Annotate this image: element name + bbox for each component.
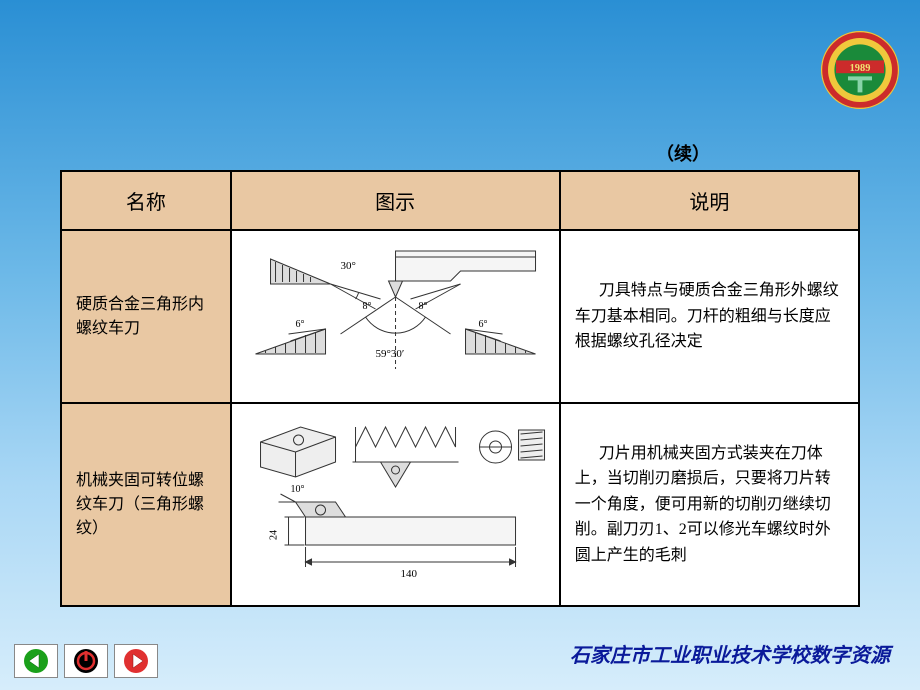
nav-buttons — [14, 644, 158, 678]
continued-label: （续） — [60, 140, 860, 166]
angle-6r: 6° — [478, 319, 487, 330]
angle-8r: 8° — [418, 301, 427, 312]
table-row: 机械夹固可转位螺纹车刀（三角形螺纹） — [61, 403, 859, 606]
tool-table: 名称 图示 说明 硬质合金三角形内螺纹车刀 — [60, 170, 860, 607]
header-desc: 说明 — [560, 171, 859, 230]
row2-diagram: 10° 24 140 — [231, 403, 560, 606]
dim-140: 140 — [400, 568, 417, 580]
row1-diagram: 30° 8° 8° 6° 6° 59°30′ — [231, 230, 560, 403]
dim-24: 24 — [268, 530, 279, 540]
row1-name: 硬质合金三角形内螺纹车刀 — [61, 230, 231, 403]
school-logo: 1989 — [820, 30, 900, 110]
power-button[interactable] — [64, 644, 108, 678]
angle-8l: 8° — [362, 301, 371, 312]
footer-text: 石家庄市工业职业技术学校数字资源 — [570, 639, 890, 668]
header-name: 名称 — [61, 171, 231, 230]
main-content: （续） 名称 图示 说明 硬质合金三角形内螺纹车刀 — [60, 140, 860, 607]
angle-10: 10° — [290, 484, 304, 495]
forward-button[interactable] — [114, 644, 158, 678]
angle-30: 30° — [340, 260, 355, 272]
angle-59: 59°30′ — [375, 348, 404, 360]
row2-desc: 刀片用机械夹固方式装夹在刀体上，当切削刃磨损后，只要将刀片转一个角度，便可用新的… — [560, 403, 859, 606]
row2-name: 机械夹固可转位螺纹车刀（三角形螺纹） — [61, 403, 231, 606]
table-row: 硬质合金三角形内螺纹车刀 — [61, 230, 859, 403]
svg-text:1989: 1989 — [850, 63, 871, 74]
row1-desc: 刀具特点与硬质合金三角形外螺纹车刀基本相同。刀杆的粗细与长度应根据螺纹孔径决定 — [560, 230, 859, 403]
back-button[interactable] — [14, 644, 58, 678]
angle-6l: 6° — [295, 319, 304, 330]
header-diagram: 图示 — [231, 171, 560, 230]
